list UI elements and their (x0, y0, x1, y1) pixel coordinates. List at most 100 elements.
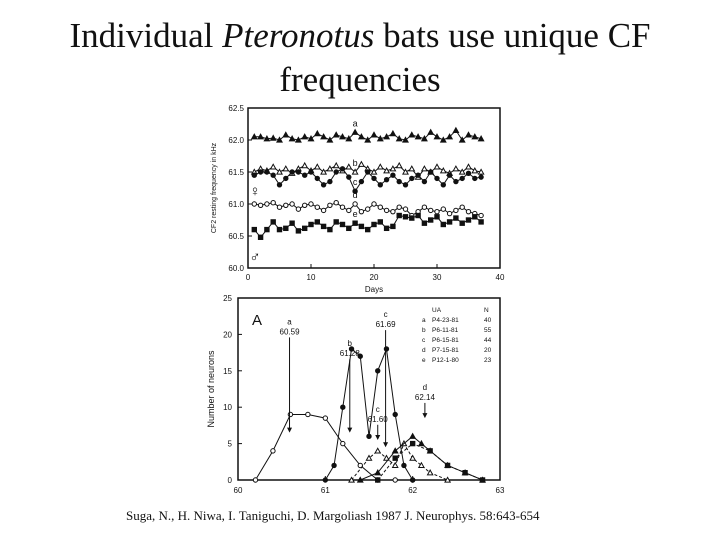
top-point-c (377, 182, 384, 188)
bottom-point-a (340, 440, 346, 447)
top-point-b (383, 167, 391, 174)
top-point-b (402, 168, 409, 175)
top-point-b (389, 165, 397, 172)
top-point-d (283, 202, 289, 208)
top-point-a (414, 133, 422, 140)
top-point-d (440, 206, 447, 212)
top-y-tick-label: 62.5 (228, 104, 244, 113)
top-point-d (446, 210, 453, 217)
top-point-a (320, 133, 328, 140)
bottom-point-a (392, 477, 398, 483)
annotation-value-c-top: 61.69 (376, 320, 397, 329)
bottom-x-tick-label: 60 (234, 486, 243, 495)
top-point-c (283, 175, 289, 182)
top-point-c (339, 166, 346, 172)
bottom-point-c (365, 454, 373, 461)
legend-row-n: 44 (484, 337, 492, 344)
top-x-tick-label: 0 (246, 273, 251, 282)
top-point-c (314, 175, 321, 182)
bottom-point-e (479, 477, 486, 483)
top-point-a (257, 133, 265, 140)
top-point-e (302, 225, 308, 232)
top-point-d (421, 204, 428, 210)
top-point-a (294, 136, 302, 143)
annotation-arrowhead-b (347, 427, 353, 433)
top-point-e (352, 220, 358, 226)
bottom-point-c (409, 454, 417, 461)
top-point-b (313, 163, 321, 170)
top-point-e (276, 226, 283, 233)
top-point-b (471, 167, 479, 174)
bottom-point-c (426, 469, 434, 476)
top-point-d (352, 201, 358, 207)
top-point-d (289, 201, 295, 207)
top-point-d (314, 204, 321, 210)
top-point-e (402, 214, 409, 220)
bottom-point-b (366, 433, 372, 440)
bottom-y-tick-label: 25 (223, 294, 232, 303)
bottom-point-a (287, 411, 294, 418)
top-point-e (289, 220, 295, 226)
top-point-e (257, 234, 264, 240)
top-point-d (390, 208, 396, 215)
top-point-c (478, 174, 484, 180)
top-point-e (472, 214, 478, 220)
panel-label: A (252, 312, 262, 329)
top-point-c (428, 169, 434, 175)
top-point-b (276, 168, 283, 175)
legend-row-id: e (422, 357, 426, 364)
top-point-c (415, 172, 421, 178)
annotation-letter-c-top: c (384, 310, 388, 319)
bottom-series-c (348, 439, 452, 483)
top-series-e (251, 212, 484, 240)
top-point-c (421, 178, 428, 185)
bottom-point-e (375, 477, 381, 483)
top-series-label-b: b (353, 158, 358, 168)
bottom-point-b (340, 404, 346, 410)
top-series-label-a: a (353, 118, 358, 128)
top-point-a (276, 136, 283, 143)
annotation-letter-c-mid: c (376, 405, 380, 414)
annotation-letter-b: b (348, 339, 353, 348)
top-point-b (345, 163, 353, 170)
top-point-c (251, 172, 257, 178)
legend-row-n: 40 (484, 317, 492, 324)
annotation-arrowhead-c-top (383, 442, 389, 448)
top-point-e (409, 215, 415, 221)
bottom-y-tick-label: 0 (228, 476, 233, 485)
top-point-e (295, 228, 302, 234)
bottom-point-b (409, 477, 416, 483)
top-point-e (446, 219, 453, 225)
top-x-axis-label: Days (365, 285, 383, 294)
top-series-c (251, 166, 484, 194)
top-point-e (377, 219, 384, 225)
top-point-a (357, 133, 365, 140)
top-point-b (465, 163, 472, 170)
top-point-a (313, 129, 321, 137)
annotation-arrowhead-a (287, 427, 293, 433)
title-line-1: Individual Pteronotus bats use unique CF (0, 14, 720, 58)
top-point-d (264, 201, 270, 207)
top-point-c (295, 169, 302, 175)
top-point-c (346, 174, 352, 180)
bottom-point-a (252, 477, 259, 483)
top-point-e (339, 221, 346, 228)
top-point-d (428, 207, 434, 214)
top-point-b (351, 168, 359, 175)
top-point-b (420, 165, 428, 172)
bottom-y-tick-label: 10 (223, 403, 232, 412)
legend-row-id: c (422, 337, 426, 344)
top-point-b (370, 168, 378, 175)
top-point-d (339, 204, 346, 210)
top-point-d (365, 206, 371, 212)
top-point-b (439, 167, 447, 174)
top-point-c (358, 178, 365, 185)
bottom-y-tick-label: 20 (223, 330, 232, 339)
bottom-point-a (322, 415, 329, 421)
top-series-label-e: e (353, 209, 358, 219)
top-point-a (427, 128, 435, 135)
female-symbol: ♀ (249, 183, 260, 200)
top-point-a (420, 135, 428, 142)
top-point-a (263, 135, 271, 142)
bottom-point-c (391, 461, 399, 469)
